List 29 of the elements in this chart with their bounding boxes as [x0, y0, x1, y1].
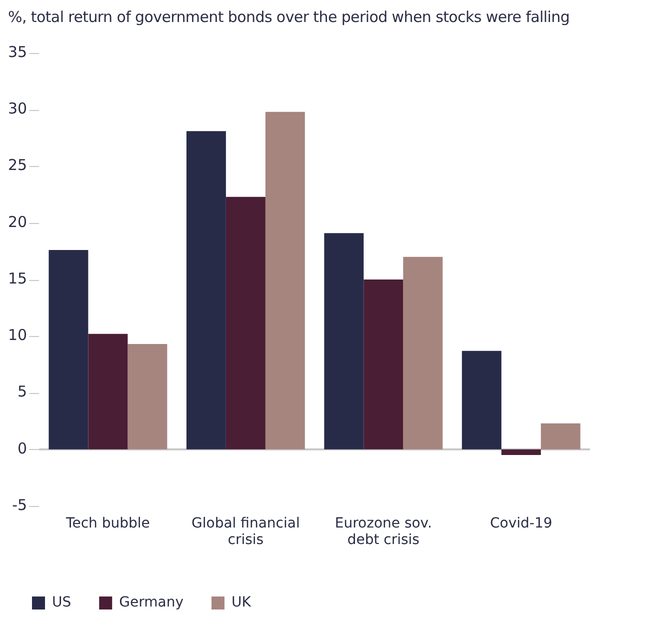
- bar: [501, 449, 541, 456]
- bar: [364, 280, 404, 450]
- y-tick-label: 30: [8, 100, 28, 118]
- chart-title: %, total return of government bonds over the period when stocks were falling: [8, 8, 570, 26]
- bar: [226, 196, 266, 450]
- y-tick-label: 35: [8, 42, 28, 61]
- bar: [462, 350, 502, 450]
- x-tick-label: Covid-19: [490, 515, 552, 532]
- y-tick-label: 0: [18, 439, 28, 458]
- bar: [324, 233, 364, 450]
- bar: [403, 256, 443, 450]
- y-tick-label: 15: [8, 269, 28, 288]
- bar: [88, 334, 128, 450]
- y-tick-label: 10: [8, 326, 28, 344]
- bar: [48, 250, 88, 450]
- legend-label: US: [52, 594, 72, 611]
- legend-label: Germany: [119, 594, 184, 611]
- y-tick-label: 25: [8, 156, 28, 174]
- bar: [265, 112, 305, 450]
- y-tick-label: 5: [18, 382, 28, 401]
- bar: [186, 131, 226, 450]
- y-tick-label: -5: [12, 496, 28, 514]
- x-tick-label: Tech bubble: [65, 515, 150, 532]
- bar: [128, 344, 168, 450]
- legend-label: UK: [231, 594, 252, 611]
- x-tick-label: Global financial crisis: [192, 515, 300, 548]
- x-tick-label: Eurozone sov. debt crisis: [334, 515, 432, 548]
- y-tick-label: 20: [8, 212, 28, 231]
- bar: [540, 423, 580, 450]
